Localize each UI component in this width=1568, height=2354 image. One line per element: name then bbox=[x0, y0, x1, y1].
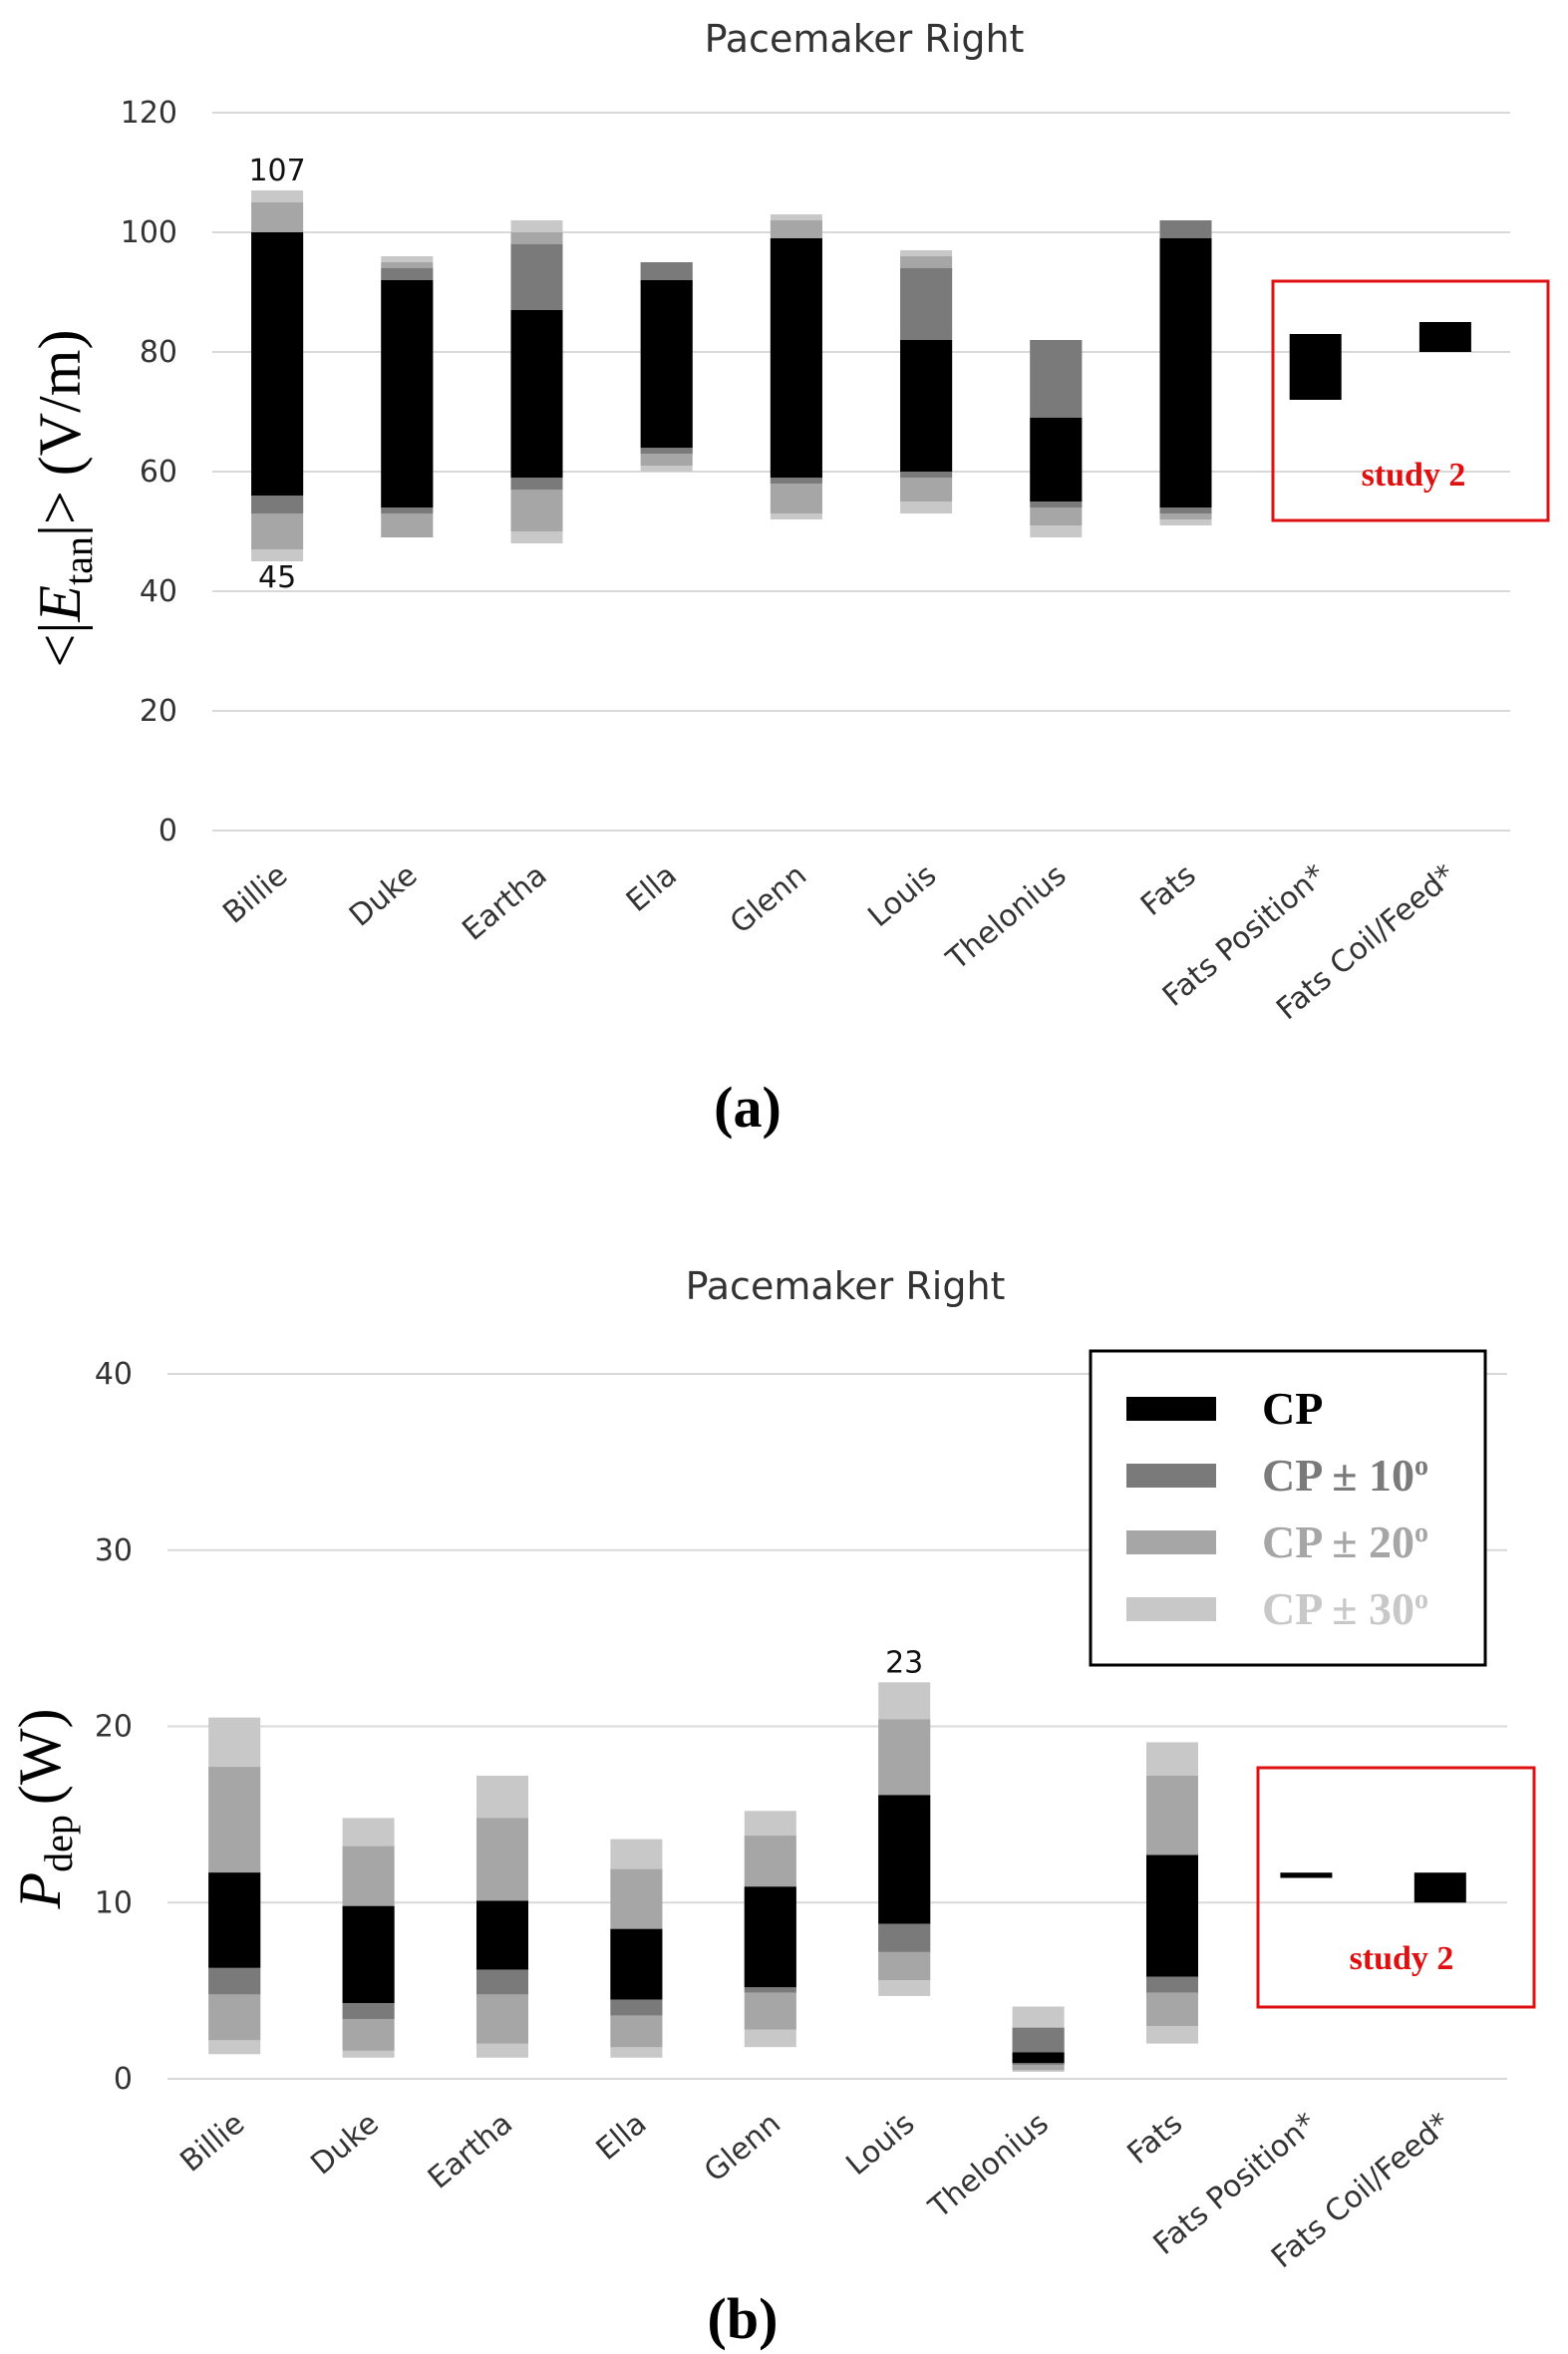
y-tick-a-120: 120 bbox=[121, 96, 177, 131]
bar-b-fats-cp bbox=[1146, 1854, 1198, 1977]
bar-a-billie-cp bbox=[251, 232, 304, 496]
bars-a bbox=[251, 190, 1471, 561]
legend-swatch-3 bbox=[1126, 1597, 1216, 1621]
y-axis-label-a-sub: tan bbox=[56, 536, 101, 585]
bar-a-glenn-cp bbox=[770, 238, 822, 478]
annotations-a: 107 45 bbox=[248, 154, 305, 595]
study-2-box-a bbox=[1271, 279, 1550, 522]
bar-b-ella-cp bbox=[610, 1928, 663, 2000]
chart-title-a: Pacemaker Right bbox=[705, 17, 1025, 61]
bar-a-eartha-cp bbox=[510, 310, 563, 478]
y-tick-a-20: 20 bbox=[140, 694, 177, 729]
y-tick-b-0: 0 bbox=[114, 2062, 133, 2097]
legend-items: CP CP ± 10o CP ± 20o CP ± 30o bbox=[1126, 1383, 1428, 1634]
legend-swatch-2 bbox=[1126, 1530, 1216, 1554]
y-axis-label-b-var: P bbox=[7, 1872, 73, 1910]
category-label-b-thelonius: Thelonius bbox=[922, 2106, 1056, 2225]
bar-a-duke-cp bbox=[381, 280, 434, 507]
y-tick-a-100: 100 bbox=[121, 215, 177, 250]
category-label-a-glenn: Glenn bbox=[724, 857, 813, 940]
category-label-b-glenn: Glenn bbox=[698, 2106, 787, 2188]
data-label-b-0: 23 bbox=[885, 1645, 923, 1680]
legend-sup-1: o bbox=[1414, 1451, 1428, 1482]
category-labels-b: Billie Duke Eartha Ella Glenn Louis Thelonius F… bbox=[173, 2106, 1457, 2275]
y-tick-labels-a: 0 20 40 60 80 100 120 bbox=[121, 96, 177, 848]
study-2-label-a: study 2 bbox=[1362, 457, 1466, 494]
category-label-b-fats: Fats bbox=[1120, 2106, 1189, 2172]
y-tick-b-10: 10 bbox=[95, 1885, 133, 1920]
category-label-a-fats: Fats bbox=[1134, 857, 1203, 923]
category-label-b-louis: Louis bbox=[839, 2106, 921, 2183]
study-2-label-b: study 2 bbox=[1350, 1940, 1454, 1977]
bar-b-louis-cp bbox=[878, 1795, 931, 1924]
category-label-a-duke: Duke bbox=[343, 857, 424, 933]
panel-label-a: (a) bbox=[714, 1075, 782, 1140]
y-axis-label-a: <|Etan|> (V/m) bbox=[27, 330, 101, 668]
y-axis-label-b-post: (W) bbox=[7, 1708, 73, 1805]
y-tick-a-80: 80 bbox=[140, 335, 177, 370]
annotations-b: 23 bbox=[885, 1645, 923, 1680]
bar-a-ella-cp bbox=[640, 280, 693, 448]
category-label-a-eartha: Eartha bbox=[456, 857, 553, 947]
legend: CP CP ± 10o CP ± 20o CP ± 30o bbox=[1089, 1349, 1487, 1667]
y-axis-label-a-post: |> (V/m) bbox=[27, 330, 93, 536]
category-label-b-billie: Billie bbox=[173, 2106, 251, 2179]
y-axis-label-a-pre: <| bbox=[27, 622, 93, 668]
bar-a-fats-cp bbox=[1159, 238, 1212, 507]
y-axis-label-a-var: E bbox=[27, 585, 93, 623]
data-label-a-1: 45 bbox=[258, 560, 296, 595]
category-label-a-thelonius: Thelonius bbox=[939, 857, 1073, 977]
legend-label-2: CP ± 20o bbox=[1262, 1516, 1428, 1567]
legend-label-3: CP ± 30o bbox=[1262, 1583, 1428, 1634]
legend-swatch-1 bbox=[1126, 1464, 1216, 1488]
category-label-a-ella: Ella bbox=[620, 857, 684, 919]
bar-b-glenn-cp bbox=[744, 1886, 796, 1988]
panel-label-b: (b) bbox=[708, 2286, 779, 2351]
study-2-box-b bbox=[1256, 1766, 1536, 2009]
y-tick-b-20: 20 bbox=[95, 1710, 133, 1745]
y-tick-labels-b: 0 10 20 30 40 bbox=[95, 1357, 133, 2097]
y-tick-a-40: 40 bbox=[140, 574, 177, 609]
bar-a-fats-coil-feed-cp bbox=[1418, 322, 1471, 352]
bar-b-fats-position-cp bbox=[1280, 1872, 1333, 1878]
bars-b bbox=[208, 1682, 1466, 2072]
legend-swatch-0 bbox=[1126, 1397, 1216, 1421]
category-label-b-eartha: Eartha bbox=[422, 2106, 519, 2195]
legend-sup-3: o bbox=[1414, 1584, 1428, 1615]
chart-title-b: Pacemaker Right bbox=[686, 1264, 1006, 1308]
y-axis-label-b: Pdep (W) bbox=[7, 1708, 81, 1909]
bar-a-louis-cp bbox=[900, 340, 953, 472]
bar-b-duke-cp bbox=[342, 1905, 395, 2003]
y-tick-b-40: 40 bbox=[95, 1357, 133, 1392]
bar-b-billie-cp bbox=[208, 1872, 261, 1968]
bar-a-thelonius-cp bbox=[1030, 418, 1083, 502]
bar-b-fats-coil-feed-cp bbox=[1413, 1872, 1466, 1903]
panel-b: Pacemaker Right 0 10 20 30 40 23 Billie Duke E… bbox=[7, 1264, 1536, 2351]
category-label-a-billie: Billie bbox=[216, 857, 294, 930]
y-tick-b-30: 30 bbox=[95, 1533, 133, 1568]
category-label-a-louis: Louis bbox=[861, 857, 943, 934]
legend-sup-2: o bbox=[1414, 1517, 1428, 1548]
bar-b-eartha-cp bbox=[476, 1900, 528, 1970]
data-label-a-0: 107 bbox=[248, 154, 305, 188]
y-axis-label-b-sub: dep bbox=[36, 1815, 81, 1872]
bar-b-thelonius-cp bbox=[1012, 2052, 1065, 2064]
bar-a-fats-position-cp bbox=[1289, 334, 1342, 400]
legend-label-1: CP ± 10o bbox=[1262, 1450, 1428, 1501]
legend-label-0: CP bbox=[1262, 1383, 1323, 1434]
category-label-b-duke: Duke bbox=[304, 2106, 385, 2182]
y-tick-a-0: 0 bbox=[158, 814, 177, 848]
y-tick-a-60: 60 bbox=[140, 455, 177, 490]
category-label-b-ella: Ella bbox=[590, 2106, 654, 2168]
panel-a: Pacemaker Right 0 20 40 60 80 100 120 107 45 Bi… bbox=[27, 17, 1550, 1140]
